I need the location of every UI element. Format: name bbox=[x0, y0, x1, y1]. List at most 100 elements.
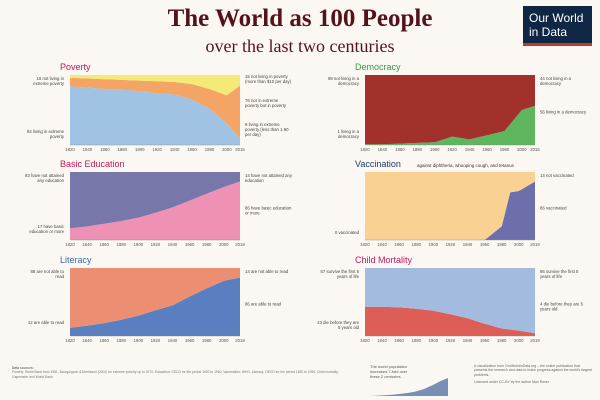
poverty-tick-0: 1820 bbox=[65, 147, 75, 152]
literacy-tick-8: 1980 bbox=[202, 338, 212, 343]
footer-credit: A visualization from OurWorldinData.org … bbox=[474, 364, 594, 385]
vaccination-tick-6: 1940 bbox=[463, 242, 473, 247]
democracy-right-label-0: 44 not living in a democracy bbox=[540, 76, 572, 86]
child-mortality-tick-6: 1940 bbox=[463, 338, 473, 343]
vaccination-tick-10: 2019 bbox=[530, 242, 540, 247]
democracy-tick-10: 2015 bbox=[530, 147, 540, 152]
democracy-right-label-1: 56 living in a democracy bbox=[540, 110, 587, 115]
poverty-area-2 bbox=[70, 75, 240, 96]
vaccination-tick-0: 1820 bbox=[360, 242, 370, 247]
education-right-label-0: 14 have not attained any education bbox=[245, 173, 293, 183]
child-mortality-left-label-1: 43 die before they are 5 years old bbox=[317, 320, 359, 330]
poverty-left-label-0: 16 not living in extreme poverty bbox=[33, 76, 65, 86]
education-tick-2: 1860 bbox=[99, 242, 109, 247]
poverty-tick-8: 1980 bbox=[205, 147, 215, 152]
education-tick-0: 1820 bbox=[65, 242, 75, 247]
child-mortality-area-0 bbox=[365, 306, 535, 336]
democracy-left-label-1: 1 living in a democracy bbox=[338, 129, 360, 139]
child-mortality-tick-0: 1820 bbox=[360, 338, 370, 343]
poverty-tick-9: 2000 bbox=[222, 147, 232, 152]
vaccination-right-label-0: 14 not vaccinated bbox=[540, 173, 574, 178]
literacy-tick-0: 1820 bbox=[65, 338, 75, 343]
democracy-area-1 bbox=[365, 75, 535, 145]
vaccination-tick-9: 2000 bbox=[514, 242, 524, 247]
sources-label: Data sources: bbox=[12, 366, 34, 370]
poverty-right-label-1: 76 not in extreme poverty but in poverty bbox=[245, 98, 287, 108]
literacy-chart-title: Literacy bbox=[60, 255, 92, 265]
license-text: Licensed under CC-BY by the author Max R… bbox=[474, 380, 550, 385]
child-mortality-right-label-1: 4 die before they are 5 years old bbox=[540, 301, 584, 311]
population-mini-caption: The world population increased 7-fold ov… bbox=[370, 364, 408, 379]
education-tick-10: 2019 bbox=[235, 242, 245, 247]
literacy-right-label-0: 14 are not able to read bbox=[245, 269, 289, 274]
education-tick-3: 1880 bbox=[116, 242, 126, 247]
literacy-left-label-0: 88 are not able to read bbox=[31, 269, 65, 279]
literacy-tick-2: 1860 bbox=[99, 338, 109, 343]
literacy-left-label-1: 12 are able to read bbox=[28, 320, 65, 325]
literacy-tick-5: 1920 bbox=[151, 338, 161, 343]
child-mortality-tick-4: 1900 bbox=[429, 338, 439, 343]
child-mortality-tick-3: 1880 bbox=[411, 338, 421, 343]
owid-logo[interactable]: Our World in Data bbox=[523, 6, 592, 46]
vaccination-tick-1: 1840 bbox=[377, 242, 387, 247]
vaccination-chart-title: Vaccination bbox=[355, 159, 401, 169]
child-mortality-chart-title: Child Mortality bbox=[355, 255, 413, 265]
literacy-tick-1: 1840 bbox=[82, 338, 92, 343]
vaccination-chart-subtitle: against diphtheria, whooping cough, and … bbox=[417, 163, 515, 168]
page-subtitle: over the last two centuries bbox=[205, 36, 395, 56]
education-area-0 bbox=[70, 181, 240, 240]
vaccination-tick-3: 1880 bbox=[411, 242, 421, 247]
child-mortality-right-label-0: 96 survive the first 5 years of life bbox=[540, 269, 579, 279]
democracy-left-label-0: 99 not living in a democracy bbox=[328, 76, 360, 86]
education-tick-9: 2000 bbox=[219, 242, 229, 247]
democracy-tick-2: 1860 bbox=[395, 147, 405, 152]
literacy-tick-3: 1880 bbox=[116, 338, 126, 343]
vaccination-area-0 bbox=[365, 181, 535, 240]
education-right-label-1: 86 have basic education or more bbox=[245, 205, 292, 215]
democracy-tick-7: 1960 bbox=[482, 147, 492, 152]
poverty-area-0 bbox=[70, 86, 240, 145]
vaccination-right-label-1: 86 vaccinated bbox=[540, 205, 567, 210]
education-chart-title: Basic Education bbox=[60, 159, 125, 169]
education-left-label-0: 83 have not attained any education bbox=[25, 173, 65, 183]
poverty-tick-1: 1840 bbox=[83, 147, 93, 152]
democracy-tick-0: 1820 bbox=[360, 147, 370, 152]
literacy-tick-9: 2000 bbox=[219, 338, 229, 343]
vaccination-area-1 bbox=[365, 172, 535, 240]
literacy-tick-4: 1900 bbox=[134, 338, 144, 343]
population-mini-area bbox=[370, 378, 448, 396]
literacy-right-label-1: 86 are able to read bbox=[245, 301, 282, 306]
child-mortality-tick-10: 2019 bbox=[530, 338, 540, 343]
vaccination-tick-7: 1960 bbox=[480, 242, 490, 247]
education-area-1 bbox=[70, 172, 240, 229]
education-tick-7: 1960 bbox=[185, 242, 195, 247]
child-mortality-tick-7: 1960 bbox=[480, 338, 490, 343]
child-mortality-area-1 bbox=[365, 268, 535, 334]
vaccination-tick-2: 1860 bbox=[394, 242, 404, 247]
poverty-tick-2: 1860 bbox=[100, 147, 110, 152]
poverty-tick-7: 1960 bbox=[187, 147, 197, 152]
literacy-area-1 bbox=[70, 268, 240, 328]
education-tick-4: 1900 bbox=[134, 242, 144, 247]
child-mortality-left-label-0: 57 survive the first 5 years of life bbox=[321, 269, 360, 279]
vaccination-tick-5: 1920 bbox=[446, 242, 456, 247]
democracy-tick-4: 1900 bbox=[430, 147, 440, 152]
democracy-chart-title: Democracy bbox=[355, 62, 401, 72]
logo-line-2: in Data bbox=[529, 25, 568, 39]
poverty-area-1 bbox=[70, 77, 240, 139]
democracy-tick-3: 1880 bbox=[413, 147, 423, 152]
poverty-tick-5: 1920 bbox=[152, 147, 162, 152]
poverty-tick-6: 1940 bbox=[170, 147, 180, 152]
poverty-right-label-2: 9 living in extreme poverty (less than 1.… bbox=[245, 122, 289, 137]
child-mortality-tick-1: 1840 bbox=[377, 338, 387, 343]
literacy-area-0 bbox=[70, 277, 240, 336]
child-mortality-tick-2: 1860 bbox=[394, 338, 404, 343]
poverty-right-label-0: 15 not living in poverty (more than $10 p… bbox=[245, 74, 292, 84]
democracy-area-0 bbox=[365, 105, 535, 145]
child-mortality-tick-9: 2000 bbox=[514, 338, 524, 343]
vaccination-tick-4: 1900 bbox=[429, 242, 439, 247]
poverty-tick-4: 1900 bbox=[135, 147, 145, 152]
democracy-tick-5: 1920 bbox=[447, 147, 457, 152]
democracy-tick-8: 1980 bbox=[500, 147, 510, 152]
